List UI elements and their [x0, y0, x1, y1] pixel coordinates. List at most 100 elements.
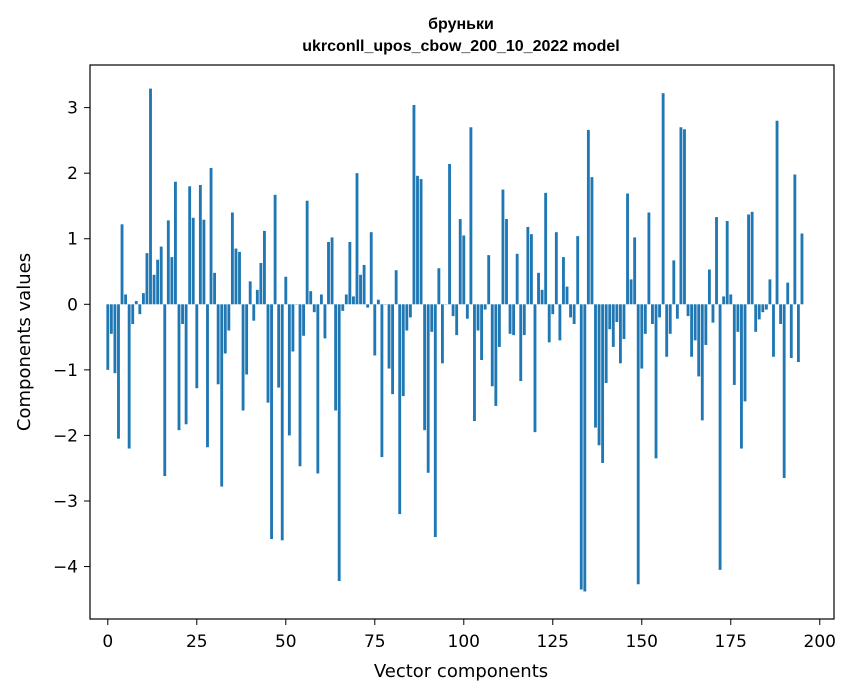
- bar: [305, 200, 309, 305]
- bar: [782, 304, 786, 479]
- bar: [230, 212, 234, 305]
- bar: [647, 212, 651, 305]
- bar: [622, 304, 626, 340]
- bar: [579, 304, 583, 590]
- bar: [483, 304, 487, 310]
- bar: [287, 304, 291, 436]
- bar: [490, 304, 494, 387]
- bar: [241, 304, 245, 411]
- bar: [284, 276, 288, 305]
- bar: [597, 304, 601, 446]
- bar: [615, 304, 619, 322]
- bar: [572, 304, 576, 324]
- bar: [373, 304, 377, 356]
- bar: [298, 304, 302, 467]
- bar: [309, 291, 313, 305]
- bar: [757, 304, 761, 320]
- bar: [426, 304, 430, 473]
- bars-group: [106, 88, 804, 592]
- bar: [501, 189, 505, 305]
- bar: [494, 304, 498, 406]
- bar: [433, 304, 437, 538]
- bar: [732, 304, 736, 385]
- bar: [586, 129, 590, 305]
- bar: [106, 304, 110, 370]
- bar: [145, 253, 149, 305]
- bar: [455, 304, 459, 336]
- bar: [376, 299, 380, 305]
- bar: [715, 217, 718, 305]
- bar: [747, 214, 750, 305]
- bar: [277, 304, 281, 388]
- bar: [768, 279, 772, 305]
- chart-title: бруньки: [428, 16, 494, 33]
- bar: [672, 260, 676, 305]
- bar: [562, 257, 565, 305]
- bar: [124, 294, 128, 305]
- bar: [576, 236, 580, 305]
- bar: [170, 257, 174, 305]
- bar: [668, 304, 672, 334]
- bar: [398, 304, 402, 515]
- bar: [394, 270, 398, 305]
- bar: [312, 304, 316, 313]
- bar: [174, 181, 177, 305]
- bar: [800, 233, 804, 305]
- bar: [462, 235, 466, 305]
- bar: [216, 304, 220, 385]
- bar: [195, 304, 199, 389]
- bar: [775, 120, 779, 305]
- bar: [508, 304, 512, 334]
- bar: [779, 304, 783, 324]
- bar: [152, 274, 156, 305]
- bar: [270, 304, 273, 540]
- bar: [319, 294, 323, 305]
- bar: [522, 304, 526, 336]
- y-tick-label: −1: [53, 361, 78, 381]
- bar: [355, 173, 359, 305]
- bar: [540, 289, 544, 305]
- bar: [202, 219, 206, 305]
- bar: [227, 304, 231, 331]
- bar: [266, 304, 270, 403]
- y-tick-label: −3: [53, 492, 78, 512]
- bar: [184, 304, 188, 425]
- bar: [206, 304, 209, 448]
- bar: [740, 304, 743, 449]
- bar: [711, 304, 715, 323]
- bar: [661, 93, 665, 305]
- bar: [291, 304, 295, 352]
- y-tick-label: 2: [67, 164, 78, 184]
- bar: [707, 269, 711, 305]
- bar: [754, 304, 758, 332]
- bar: [437, 268, 441, 305]
- bar: [487, 255, 491, 305]
- bar: [480, 304, 484, 361]
- bar: [700, 304, 704, 421]
- bar: [473, 304, 476, 421]
- bar: [408, 304, 412, 318]
- bar: [558, 304, 562, 341]
- bar: [348, 242, 352, 305]
- bar: [387, 304, 391, 369]
- bar: [718, 304, 722, 570]
- bar: [138, 304, 142, 315]
- bar: [693, 304, 697, 341]
- bar: [359, 274, 362, 305]
- bar: [248, 281, 252, 305]
- bar: [223, 304, 227, 354]
- bar: [729, 294, 733, 305]
- bar: [629, 279, 633, 305]
- bar: [537, 272, 540, 305]
- bar: [117, 304, 120, 439]
- y-axis-label: Components values: [14, 253, 35, 431]
- x-axis-label: Vector components: [374, 661, 548, 682]
- y-axis-ticks: −4 −3 −2 −1 0 1 2 3: [53, 99, 90, 578]
- bar: [344, 294, 348, 305]
- y-tick-label: 1: [67, 230, 78, 250]
- bar: [565, 286, 569, 305]
- bar: [412, 104, 416, 305]
- bar: [604, 304, 608, 383]
- bar: [448, 164, 451, 305]
- bar: [238, 251, 241, 305]
